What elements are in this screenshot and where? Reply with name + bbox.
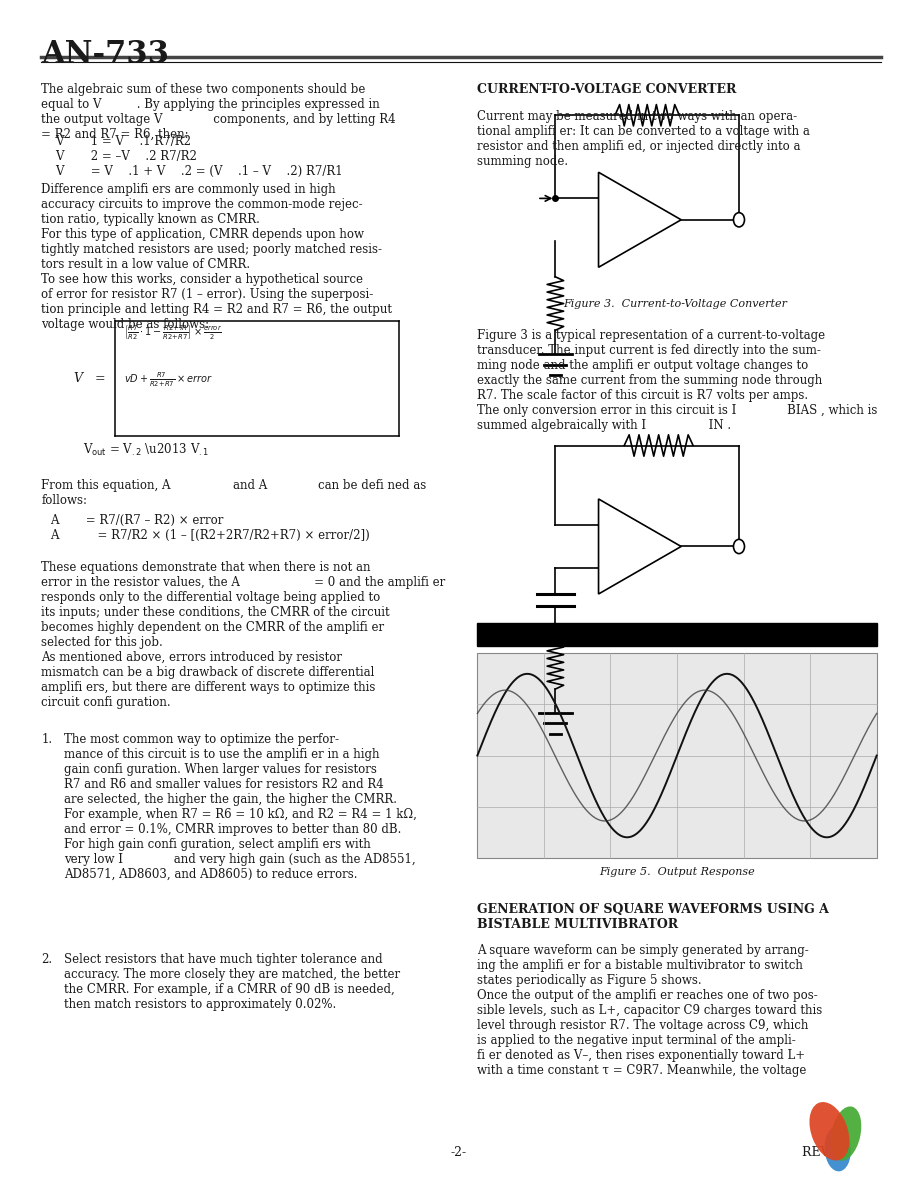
Circle shape (733, 539, 744, 554)
Text: Figure 3 is a typical representation of a current-to-voltage
transducer. The inp: Figure 3 is a typical representation of … (477, 329, 878, 432)
Text: The most common way to optimize the perfor-
mance of this circuit is to use the : The most common way to optimize the perf… (64, 733, 417, 881)
Text: V$_{\rm out}$ = V$_{\rm .2}$ \u2013 V$_{\rm .1}$: V$_{\rm out}$ = V$_{\rm .2}$ \u2013 V$_{… (83, 442, 209, 459)
Text: Select resistors that have much tighter tolerance and
accuracy. The more closely: Select resistors that have much tighter … (64, 953, 400, 1011)
Text: The algebraic sum of these two components should be
equal to V   . By applying t: The algebraic sum of these two component… (41, 83, 396, 141)
Text: A   = R7/(R7 – R2) × error
A    = R7/R2 × (1 – [(R2+2R7/R2+R7) × error/2]): A = R7/(R7 – R2) × error A = R7/R2 × (1 … (50, 514, 370, 543)
Text: V   1 = V  .1 R7/R2
V   2 = –V  .2 R7/R2
V   = V  .1 + V  .2 = (V  .1 – V  .2) R: V 1 = V .1 R7/R2 V 2 = –V .2 R7/R2 V = V… (55, 135, 342, 178)
Text: CURRENT-TO-VOLTAGE CONVERTER: CURRENT-TO-VOLTAGE CONVERTER (477, 83, 737, 96)
Text: Figure 5.  Output Response: Figure 5. Output Response (599, 867, 755, 877)
Text: AN-733: AN-733 (41, 39, 169, 70)
Ellipse shape (810, 1102, 849, 1161)
Text: +: + (608, 236, 617, 246)
Text: $\left[\frac{R7}{R2} \cdot 1 - \frac{R2{+}7R}{R2{+}R7}\right] \times \frac{error: $\left[\frac{R7}{R2} \cdot 1 - \frac{R2{… (124, 323, 222, 342)
Text: GENERATION OF SQUARE WAVEFORMS USING A
BISTABLE MULTIVIBRATOR: GENERATION OF SQUARE WAVEFORMS USING A B… (477, 903, 829, 931)
Polygon shape (599, 172, 681, 267)
Text: -2-: -2- (451, 1146, 467, 1159)
Text: =: = (95, 373, 106, 385)
Text: These equations demonstrate that when there is not an
error in the resistor valu: These equations demonstrate that when th… (41, 561, 445, 709)
Text: REV. A: REV. A (802, 1146, 845, 1159)
Text: Difference amplifi ers are commonly used in high
accuracy circuits to improve th: Difference amplifi ers are commonly used… (41, 183, 392, 331)
Bar (477, 653, 877, 858)
Text: From this equation, A      and A     can be defi ned as
follows:: From this equation, A and A can be defi … (41, 479, 427, 507)
Ellipse shape (824, 1126, 851, 1171)
Text: Current may be measured in two ways with an opera-
tional amplifi er: It can be : Current may be measured in two ways with… (477, 110, 811, 169)
Polygon shape (599, 499, 681, 594)
Text: 2.: 2. (41, 953, 52, 966)
Text: $vD + \frac{R7}{R2{+}R7} \times error$: $vD + \frac{R7}{R2{+}R7} \times error$ (124, 371, 213, 390)
Ellipse shape (831, 1106, 861, 1161)
Text: –: – (608, 194, 613, 203)
Circle shape (733, 213, 744, 227)
Text: V: V (73, 373, 83, 385)
Text: A square waveform can be simply generated by arrang-
ing the amplifi er for a bi: A square waveform can be simply generate… (477, 944, 823, 1078)
Text: 1.: 1. (41, 733, 52, 746)
Text: +: + (608, 520, 617, 530)
Text: Figure 3.  Current-to-Voltage Converter: Figure 3. Current-to-Voltage Converter (563, 299, 787, 309)
Text: –: – (608, 563, 613, 573)
Bar (477, 623, 877, 646)
